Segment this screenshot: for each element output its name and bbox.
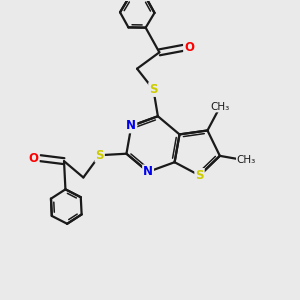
Text: N: N bbox=[126, 119, 136, 132]
Text: CH₃: CH₃ bbox=[210, 102, 230, 112]
Text: S: S bbox=[149, 83, 158, 96]
Text: O: O bbox=[184, 41, 194, 54]
Text: CH₃: CH₃ bbox=[237, 155, 256, 166]
Text: O: O bbox=[29, 152, 39, 165]
Text: S: S bbox=[195, 169, 204, 182]
Text: N: N bbox=[143, 165, 153, 178]
Text: S: S bbox=[95, 149, 104, 162]
